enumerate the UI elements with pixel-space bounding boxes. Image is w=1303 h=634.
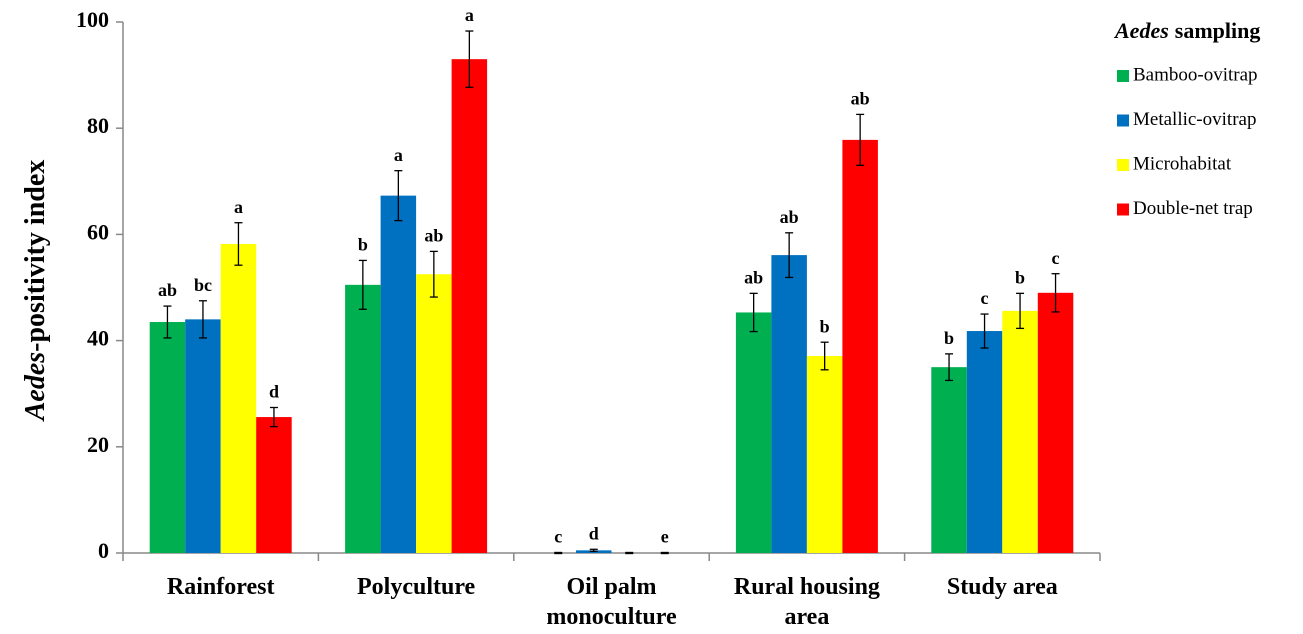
legend-label: Microhabitat xyxy=(1133,153,1232,174)
significance-letter: c xyxy=(554,527,562,547)
bar xyxy=(931,367,967,553)
bar xyxy=(185,319,221,553)
bar xyxy=(966,331,1003,553)
error-bar xyxy=(625,551,634,555)
error-bar xyxy=(945,353,954,382)
legend-title-rest: sampling xyxy=(1175,18,1261,43)
legend-swatch xyxy=(1117,70,1129,82)
error-bar xyxy=(1051,273,1060,313)
error-bar xyxy=(269,406,278,428)
bar xyxy=(380,195,417,553)
error-bar xyxy=(429,250,438,298)
legend-swatch xyxy=(1117,159,1129,171)
significance-letter: ab xyxy=(851,89,870,109)
x-tick-label: Rural housing area xyxy=(733,574,880,630)
y-tick-label: 0 xyxy=(98,538,109,563)
error-bar xyxy=(1016,292,1025,330)
x-tick-label: Polyculture xyxy=(356,574,476,600)
significance-letter: d xyxy=(589,523,599,543)
significance-letter: b xyxy=(358,235,368,255)
bar xyxy=(345,284,381,553)
significance-letter: a xyxy=(394,145,403,165)
significance-letter: a xyxy=(465,5,474,25)
error-bar xyxy=(589,548,598,553)
bar xyxy=(735,312,772,553)
y-tick-label: 40 xyxy=(87,326,109,351)
error-bar xyxy=(980,313,989,349)
bar xyxy=(1002,310,1038,553)
error-bar xyxy=(358,259,367,310)
bar xyxy=(256,417,292,553)
x-tick-label: Rainforest xyxy=(166,574,275,600)
significance-letter: d xyxy=(269,382,279,402)
error-bar xyxy=(660,551,669,555)
bar xyxy=(416,274,452,553)
error-bar xyxy=(820,341,829,371)
legend-label: Metallic-ovitrap xyxy=(1133,109,1256,130)
error-bar xyxy=(856,113,865,167)
legend-swatch xyxy=(1117,114,1129,127)
y-tick-label: 80 xyxy=(87,113,109,138)
x-tick-label: Oil palm monoculture xyxy=(546,574,677,630)
legend-title: Aedes sampling xyxy=(1113,18,1260,43)
bar xyxy=(220,243,257,553)
error-bar xyxy=(234,222,243,266)
bar xyxy=(1037,292,1074,553)
error-bar xyxy=(785,232,794,279)
significance-letter: c xyxy=(1052,248,1060,268)
significance-letter: c xyxy=(981,288,989,308)
error-bar xyxy=(554,551,563,555)
significance-letter: ab xyxy=(780,207,799,227)
bar xyxy=(771,255,807,553)
y-label-rest: -positivity index xyxy=(20,160,51,352)
legend-label: Double-net trap xyxy=(1133,198,1253,219)
legend-title-italic: Aedes xyxy=(1113,18,1169,43)
significance-letter: bc xyxy=(194,275,212,295)
bar xyxy=(451,59,488,554)
legend-label: Bamboo-ovitrap xyxy=(1133,64,1258,85)
bar xyxy=(806,355,843,553)
legend-swatch xyxy=(1117,203,1129,216)
x-tick-label: Study area xyxy=(946,574,1058,600)
y-tick-label: 20 xyxy=(87,432,109,457)
y-tick-label: 100 xyxy=(76,7,109,32)
bar xyxy=(842,139,878,553)
error-bar xyxy=(749,292,758,333)
significance-letter: ab xyxy=(158,280,177,300)
y-label-italic: Aedes xyxy=(20,352,51,423)
significance-letter: b xyxy=(820,316,830,336)
significance-letter: e xyxy=(661,527,669,547)
significance-letter: b xyxy=(1015,267,1025,287)
error-bar xyxy=(465,30,474,88)
y-tick-label: 60 xyxy=(87,219,109,244)
significance-letter: a xyxy=(234,197,243,217)
y-axis-label: Aedes-positivity index xyxy=(20,160,51,423)
error-bar xyxy=(163,305,172,339)
error-bar xyxy=(198,300,207,339)
error-bar xyxy=(394,170,403,222)
bar xyxy=(149,322,186,553)
significance-letter: ab xyxy=(424,226,443,246)
significance-letter: b xyxy=(944,328,954,348)
significance-letter: ab xyxy=(744,267,763,287)
